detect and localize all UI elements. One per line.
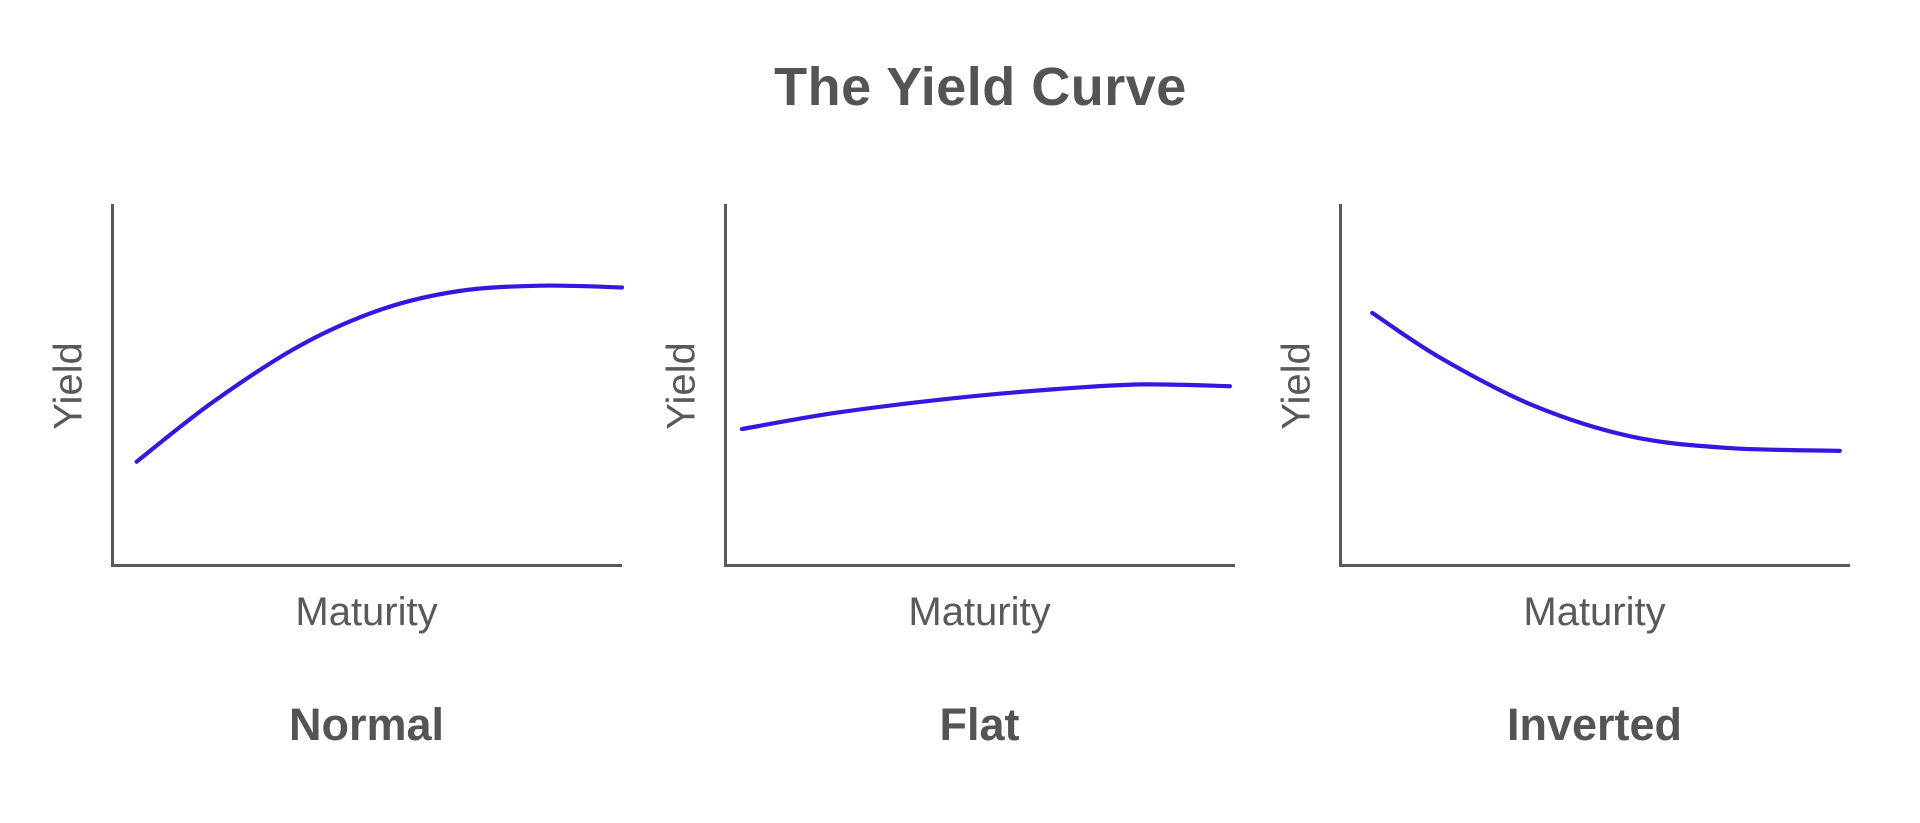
plot-svg-normal bbox=[111, 204, 625, 567]
axes-lines-normal bbox=[111, 204, 622, 567]
flat-curve-line bbox=[739, 382, 1232, 432]
plot-area-inverted: Yield bbox=[1275, 204, 1850, 567]
x-axis-label-inverted: Maturity bbox=[1523, 590, 1666, 634]
plot-svg-flat bbox=[724, 204, 1235, 567]
y-axis-label-inverted: Yield bbox=[1274, 341, 1319, 430]
plot-area-normal: Yield bbox=[47, 204, 625, 567]
chart-label-inverted: Inverted bbox=[1506, 699, 1683, 750]
page-title: The Yield Curve bbox=[774, 57, 1187, 117]
y-axis-label-normal: Yield bbox=[46, 341, 91, 430]
y-axis-label-flat: Yield bbox=[659, 341, 704, 430]
normal-curve-line bbox=[134, 283, 625, 464]
chart-normal: Yield Maturity Normal bbox=[47, 204, 625, 750]
x-axis-label-normal: Maturity bbox=[295, 590, 438, 634]
inverted-curve-line bbox=[1370, 310, 1842, 453]
plot-area-flat: Yield bbox=[660, 204, 1235, 567]
plot-svg-inverted bbox=[1339, 204, 1850, 567]
chart-inverted: Yield Maturity Inverted bbox=[1275, 204, 1850, 750]
chart-label-flat: Flat bbox=[939, 699, 1020, 750]
chart-label-normal: Normal bbox=[288, 699, 445, 750]
chart-flat: Yield Maturity Flat bbox=[660, 204, 1235, 750]
axes-lines-flat bbox=[724, 204, 1235, 567]
x-axis-label-flat: Maturity bbox=[908, 590, 1051, 634]
axes-lines-inverted bbox=[1339, 204, 1850, 567]
